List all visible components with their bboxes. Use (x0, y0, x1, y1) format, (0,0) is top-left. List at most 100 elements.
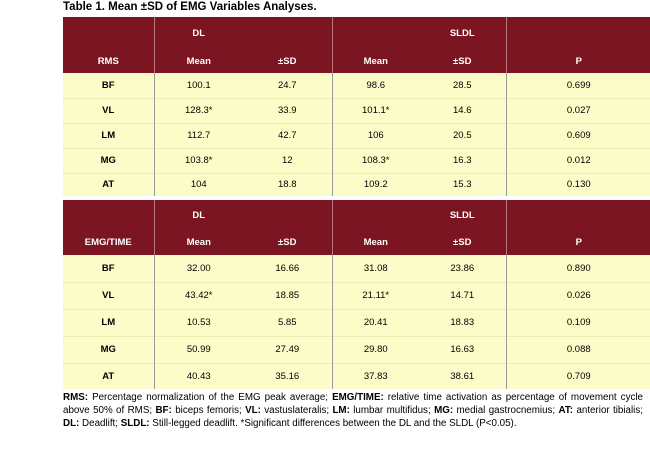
col-dl-mean: Mean (153, 230, 243, 255)
sldl-sd: 16.63 (419, 335, 506, 363)
table-row: VL 43.42* 18.85 21.11* 14.71 0.026 (63, 281, 650, 309)
col-p: P (505, 49, 650, 73)
sldl-sd: 28.5 (419, 73, 506, 98)
sldl-mean: 21.11* (331, 281, 419, 309)
p-value: 0.027 (505, 97, 650, 123)
section-label: EMG/TIME (63, 230, 154, 255)
dl-sd: 35.16 (243, 362, 332, 389)
table-row: AT 40.43 35.16 37.83 38.61 0.709 (63, 362, 650, 389)
sldl-mean: 101.1* (331, 97, 419, 123)
sldl-sd: 16.3 (419, 147, 506, 173)
sldl-sd: 14.71 (419, 281, 506, 309)
column-header-row: EMG/TIME Mean ±SD Mean ±SD P (63, 230, 650, 255)
sldl-mean: 29.80 (331, 335, 419, 363)
col-dl-sd: ±SD (243, 49, 332, 73)
footnote-text: relative time activation as percentage o… (63, 392, 643, 417)
footnote-text: vastuslateralis; (260, 405, 333, 417)
table-footnote: RMS: Percentage normalization of the EMG… (63, 391, 643, 431)
emg-time-table: DL SLDL EMG/TIME Mean ±SD Mean ±SD P BF … (63, 200, 650, 389)
row-label: VL (63, 281, 154, 309)
p-value: 0.109 (505, 308, 650, 336)
column-header-row: RMS Mean ±SD Mean ±SD P (63, 49, 650, 73)
group-header-row: DL SLDL (63, 17, 650, 49)
dl-mean: 40.43 (153, 362, 243, 389)
row-label: BF (63, 73, 154, 98)
dl-mean: 112.7 (153, 122, 243, 148)
p-value: 0.609 (505, 122, 650, 148)
footnote-term: MG: (434, 405, 454, 417)
sldl-sd: 18.83 (419, 308, 506, 336)
table-row: BF 100.1 24.7 98.6 28.5 0.699 (63, 73, 650, 98)
table-row: VL 128.3* 33.9 101.1* 14.6 0.027 (63, 97, 650, 123)
p-value: 0.088 (505, 335, 650, 363)
footnote-text: anterior tibialis; (573, 405, 643, 417)
dl-sd: 27.49 (243, 335, 332, 363)
sldl-mean: 37.83 (331, 362, 419, 389)
dl-sd: 18.8 (243, 172, 332, 196)
group-dl: DL (153, 200, 243, 230)
table-row: AT 104 18.8 109.2 15.3 0.130 (63, 172, 650, 196)
dl-sd: 12 (243, 147, 332, 173)
footnote-text: Deadlift; (79, 418, 121, 430)
dl-sd: 5.85 (243, 308, 332, 336)
footnote-term: RMS: (63, 392, 89, 403)
dl-sd: 24.7 (243, 73, 332, 98)
sldl-sd: 15.3 (419, 172, 506, 196)
footnote-text: lumbar multifidus; (349, 405, 435, 417)
col-sldl-mean: Mean (331, 49, 419, 73)
dl-sd: 16.66 (243, 255, 332, 282)
row-label: LM (63, 308, 154, 336)
dl-mean: 104 (153, 172, 243, 196)
section-label: RMS (63, 49, 154, 73)
p-value: 0.709 (505, 362, 650, 389)
group-header-row: DL SLDL (63, 200, 650, 230)
dl-mean: 50.99 (153, 335, 243, 363)
table-row: LM 112.7 42.7 106 20.5 0.609 (63, 122, 650, 148)
group-sldl: SLDL (419, 17, 506, 49)
dl-mean: 128.3* (153, 97, 243, 123)
footnote-term: DL: (63, 418, 80, 430)
row-label: BF (63, 255, 154, 282)
p-value: 0.130 (505, 172, 650, 196)
row-label: AT (63, 172, 154, 196)
sldl-sd: 20.5 (419, 122, 506, 148)
table-row: BF 32.00 16.66 31.08 23.86 0.890 (63, 255, 650, 282)
col-sldl-sd: ±SD (419, 230, 506, 255)
sldl-mean: 108.3* (331, 147, 419, 173)
sldl-sd: 23.86 (419, 255, 506, 282)
col-sldl-sd: ±SD (419, 49, 506, 73)
footnote-text: biceps femoris; (171, 405, 246, 417)
sldl-mean: 98.6 (331, 73, 419, 98)
col-sldl-mean: Mean (331, 230, 419, 255)
footnote-term: AT: (558, 405, 574, 417)
p-value: 0.012 (505, 147, 650, 173)
row-label: VL (63, 97, 154, 123)
table-row: LM 10.53 5.85 20.41 18.83 0.109 (63, 308, 650, 336)
sldl-mean: 31.08 (331, 255, 419, 282)
dl-mean: 100.1 (153, 73, 243, 98)
footnote-text: medial gastrocnemius; (453, 405, 559, 417)
row-label: AT (63, 362, 154, 389)
rms-table: DL SLDL RMS Mean ±SD Mean ±SD P BF 100.1… (63, 17, 650, 196)
dl-sd: 42.7 (243, 122, 332, 148)
sldl-sd: 14.6 (419, 97, 506, 123)
p-value: 0.699 (505, 73, 650, 98)
row-label: MG (63, 147, 154, 173)
table-row: MG 50.99 27.49 29.80 16.63 0.088 (63, 335, 650, 363)
group-dl: DL (153, 17, 243, 49)
dl-mean: 32.00 (153, 255, 243, 282)
footnote-text: Percentage normalization of the EMG peak… (88, 392, 333, 403)
p-value: 0.026 (505, 281, 650, 309)
footnote-text: Still-legged deadlift. *Significant diff… (149, 418, 517, 430)
dl-mean: 43.42* (153, 281, 243, 309)
group-sldl: SLDL (419, 200, 506, 230)
table-row: MG 103.8* 12 108.3* 16.3 0.012 (63, 147, 650, 173)
row-label: LM (63, 122, 154, 148)
row-label: MG (63, 335, 154, 363)
dl-mean: 10.53 (153, 308, 243, 336)
footnote-term: SLDL: (120, 418, 150, 430)
footnote-term: BF: (155, 405, 172, 417)
footnote-term: EMG/TIME: (332, 392, 384, 403)
table-title: Table 1. Mean ±SD of EMG Variables Analy… (63, 1, 317, 13)
sldl-mean: 106 (331, 122, 419, 148)
